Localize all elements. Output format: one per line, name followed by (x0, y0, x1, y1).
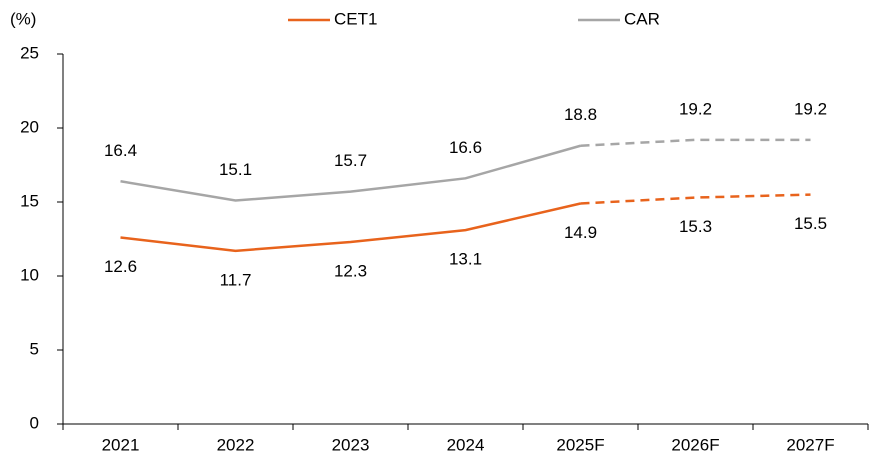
data-label: 15.7 (334, 151, 367, 170)
data-label: 12.6 (104, 257, 137, 276)
x-tick-label: 2023 (332, 435, 370, 454)
y-tick-label: 15 (20, 191, 39, 210)
data-label: 11.7 (220, 270, 252, 289)
x-tick-label: 2027F (786, 435, 834, 454)
data-label: 16.6 (449, 138, 482, 157)
data-label: 14.9 (564, 223, 597, 242)
data-label: 19.2 (794, 99, 827, 118)
data-label: 15.1 (219, 160, 252, 179)
x-tick-label: 2026F (671, 435, 719, 454)
data-label: 15.5 (794, 214, 827, 233)
x-tick-label: 2024 (447, 435, 485, 454)
y-tick-label: 20 (20, 117, 39, 136)
legend-label: CAR (624, 9, 660, 28)
line-forecast (580, 193, 811, 205)
y-tick-label: 25 (20, 43, 39, 62)
line (120, 144, 581, 202)
data-label: 15.3 (679, 217, 712, 236)
y-axis-label: (%) (10, 9, 36, 28)
data-label: 18.8 (564, 105, 597, 124)
data-label: 19.2 (679, 99, 712, 118)
data-label: 13.1 (449, 250, 482, 269)
data-label: 16.4 (104, 141, 137, 160)
line-forecast (580, 138, 811, 148)
x-tick-label: 2025F (556, 435, 604, 454)
x-tick-label: 2022 (217, 435, 255, 454)
x-tick-label: 2021 (102, 435, 140, 454)
y-tick-label: 0 (30, 413, 39, 432)
y-tick-label: 5 (30, 339, 39, 358)
legend-label: CET1 (334, 9, 377, 28)
y-tick-label: 10 (20, 265, 39, 284)
line (120, 202, 581, 253)
data-label: 12.3 (334, 261, 367, 280)
